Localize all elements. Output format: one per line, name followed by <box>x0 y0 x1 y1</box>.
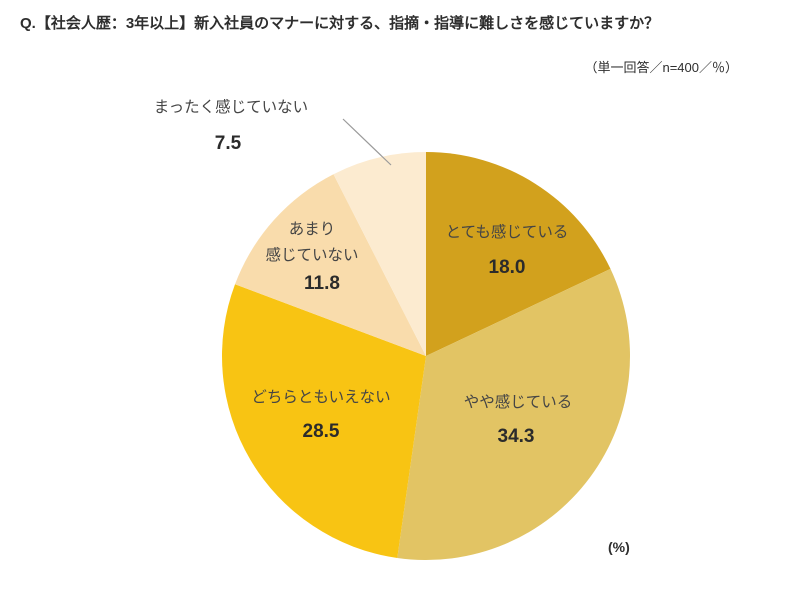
pie-slice-3 <box>221 284 426 558</box>
pie-slice-4 <box>235 174 426 356</box>
slice-label-4: 感じていない <box>265 246 358 264</box>
question-title: Q.【社会人歴：3年以上】新入社員のマナーに対する、指摘・指導に難しさを感じてい… <box>20 15 660 32</box>
slice-label-2: やや感じている <box>464 393 573 411</box>
slice-value-2: 34.3 <box>498 426 535 447</box>
leader-line-5 <box>342 118 392 166</box>
slice-label-1: とても感じている <box>446 223 569 241</box>
slice-value-4: 11.8 <box>304 273 340 294</box>
survey-meta-note: （単一回答／n=400／％） <box>584 60 738 75</box>
pie-slice-5 <box>333 152 426 356</box>
slice-value-5: 7.5 <box>215 133 242 154</box>
slice-label-4: あまり <box>289 221 336 238</box>
slice-value-1: 18.0 <box>489 257 526 278</box>
pie-slice-1 <box>426 151 611 356</box>
slice-label-5: まったく感じていない <box>154 98 308 116</box>
slice-label-3: どちらともいえない <box>251 388 390 406</box>
pie-slice-2 <box>397 268 631 561</box>
percent-unit-note: (%) <box>608 539 630 555</box>
slice-value-3: 28.5 <box>303 421 340 442</box>
